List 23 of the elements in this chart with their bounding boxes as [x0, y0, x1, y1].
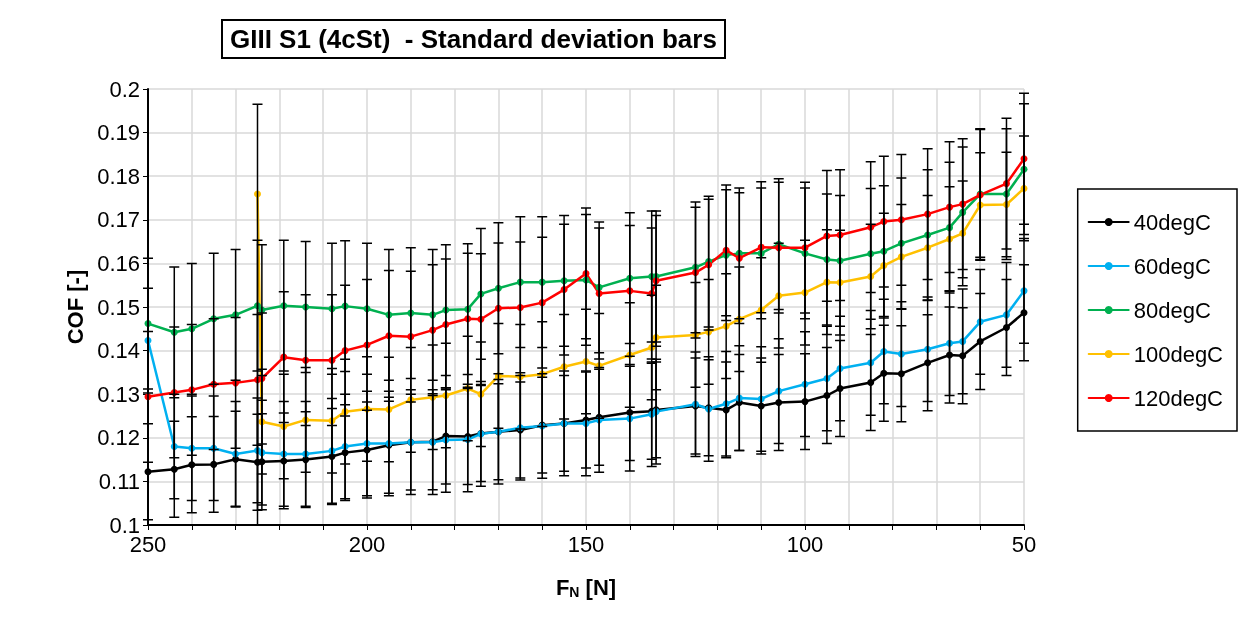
y-tick-label: 0.19	[97, 120, 140, 146]
y-tick-label: 0.2	[109, 76, 140, 102]
x-tick-label: 100	[786, 531, 824, 557]
y-axis-title: COF [-]	[62, 269, 88, 345]
x-tick-label: 50	[1011, 531, 1037, 557]
chart-title: GIII S1 (4cSt) - Standard deviation bars	[230, 24, 717, 54]
y-tick-label: 0.17	[97, 207, 140, 233]
x-tick-label: 200	[348, 531, 386, 557]
y-tick-label: 0.18	[97, 163, 140, 189]
y-tick-label: 0.15	[97, 294, 140, 320]
legend-label: 120degC	[1133, 385, 1224, 411]
legend-label: 80degC	[1133, 297, 1211, 323]
legend-label: 40degC	[1133, 209, 1211, 235]
y-tick-label: 0.13	[97, 381, 140, 407]
y-tick-label: 0.14	[97, 338, 140, 364]
y-tick-label: 0.11	[98, 468, 140, 494]
x-axis-title: FN [N]	[555, 574, 617, 600]
legend-label: 60degC	[1133, 253, 1211, 279]
y-tick-label: 0.1	[109, 512, 140, 538]
y-tick-label: 0.12	[97, 425, 140, 451]
y-tick-label: 0.16	[97, 250, 140, 276]
x-tick-label: 150	[567, 531, 605, 557]
legend-label: 100degC	[1133, 341, 1224, 367]
